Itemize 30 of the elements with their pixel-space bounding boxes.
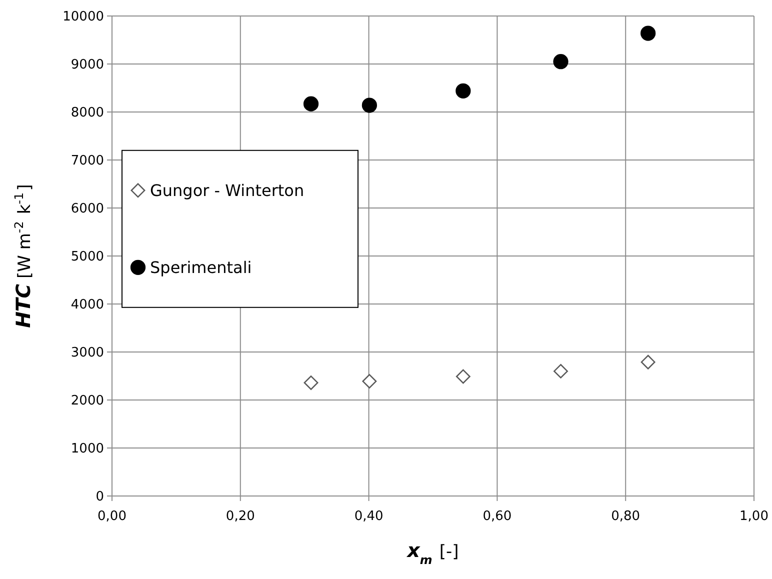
point — [553, 54, 568, 70]
y-tick-label: 3000 — [70, 346, 104, 361]
point — [456, 83, 471, 98]
y-tick-label: 8000 — [70, 106, 104, 121]
y-tick-label: 7000 — [70, 154, 104, 169]
y-tick-label: 0 — [96, 490, 104, 505]
point — [303, 96, 319, 112]
x-tick-label: 0,80 — [611, 509, 640, 524]
y-tick-label: 6000 — [70, 202, 104, 217]
legend-label: Sperimentali — [150, 258, 252, 277]
y-tick-label: 4000 — [70, 298, 104, 313]
x-tick-label: 0,60 — [482, 509, 512, 524]
legend-label: Gungor - Winterton — [150, 181, 304, 200]
point — [304, 376, 318, 390]
y-tick-label: 1000 — [70, 442, 104, 457]
point — [456, 369, 470, 384]
y-tick-label: 9000 — [70, 58, 104, 73]
x-tick-label: 1,00 — [740, 509, 768, 524]
point — [362, 374, 377, 388]
y-tick-label: 2000 — [70, 394, 104, 409]
point — [362, 98, 377, 113]
point — [640, 354, 656, 370]
point — [640, 26, 656, 41]
x-tick-label: 0,00 — [98, 509, 126, 524]
x-tick-label: 0,40 — [354, 509, 384, 524]
y-tick-label: 10000 — [62, 10, 104, 25]
x-tick-label: 0,20 — [226, 509, 255, 524]
y-tick-label: 5000 — [70, 250, 104, 265]
point — [554, 364, 568, 378]
x-axis-title: x$_{m}$ [-] — [406, 539, 459, 567]
